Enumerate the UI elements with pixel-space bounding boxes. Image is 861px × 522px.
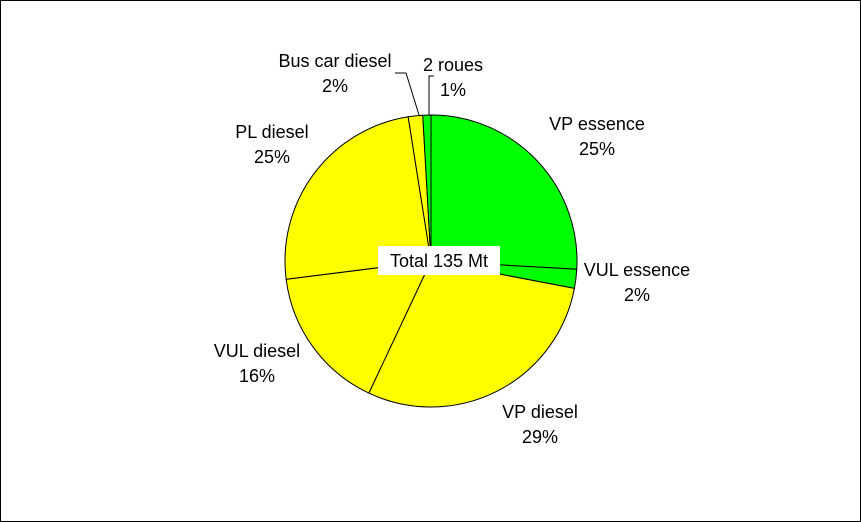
- slice-label-bus-car-diesel: Bus car diesel 2%: [278, 51, 391, 96]
- pie-slice-2-roues: [422, 114, 432, 262]
- leader-line-bus-car-diesel: [395, 72, 420, 116]
- center-label: Total 135 Mt: [390, 251, 488, 271]
- pie-slices: [284, 114, 578, 408]
- slice-labels: VP essence 25% VUL essence 2% VP diesel 29% VU…: [214, 51, 690, 447]
- pie-slice-vul-diesel: [285, 260, 432, 394]
- slice-label-vp-essence: VP essence 25%: [549, 114, 645, 159]
- slice-label-pl-diesel: PL diesel 25%: [235, 122, 308, 167]
- slice-label-2-roues: 2 roues 1%: [423, 55, 483, 100]
- slice-label-vp-diesel: VP diesel 29%: [502, 402, 578, 447]
- center-label-box: [378, 246, 500, 275]
- pie-slice-vp-diesel: [368, 260, 575, 408]
- pie-slice-pl-diesel: [284, 116, 432, 280]
- slice-label-vul-diesel: VUL diesel 16%: [214, 341, 300, 386]
- pie-slice-vp-essence: [430, 114, 578, 270]
- leader-lines: [395, 72, 434, 116]
- slice-label-vul-essence: VUL essence 2%: [584, 260, 690, 305]
- leader-line-2-roues: [428, 75, 434, 115]
